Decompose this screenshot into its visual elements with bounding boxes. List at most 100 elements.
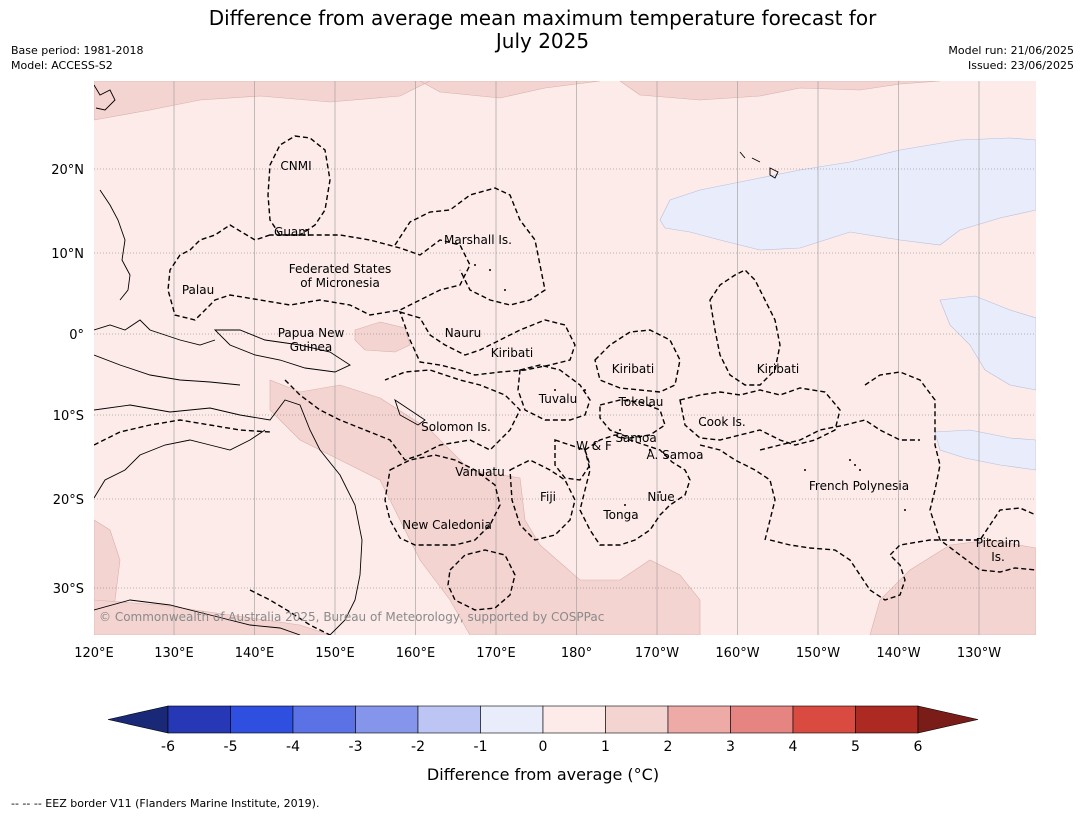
region-label-samoa: Samoa: [615, 431, 656, 445]
colorbar-segment: [667, 705, 731, 734]
colorbar-tick: 3: [726, 739, 735, 755]
colorbar: -6 -5 -4 -3 -2 -1 0 1 2 3 4 5 6: [107, 705, 979, 755]
region-label-french-polynesia: French Polynesia: [809, 479, 909, 493]
colorbar-tick: -1: [474, 739, 488, 755]
region-label-nauru: Nauru: [445, 326, 481, 340]
region-label-cook: Cook Is.: [698, 415, 745, 429]
colorbar-tick: 6: [914, 739, 923, 755]
lon-tick: 150°W: [796, 646, 840, 661]
region-label-palau: Palau: [182, 283, 214, 297]
cool-patch-south-east: [934, 429, 1036, 471]
lat-tick: 30°S: [53, 582, 84, 597]
meta-left: Base period: 1981-2018 Model: ACCESS-S2: [11, 43, 143, 73]
copyright-text: © Commonwealth of Australia 2025, Bureau…: [99, 610, 604, 624]
lon-tick: 120°E: [74, 646, 114, 661]
model-text: Model: ACCESS-S2: [11, 59, 113, 72]
colorbar-tick: -5: [224, 739, 238, 755]
colorbar-segment: [292, 705, 356, 734]
lat-tick: 20°S: [53, 493, 84, 508]
lat-tick: 0°: [69, 328, 84, 343]
lon-tick: 160°W: [715, 646, 759, 661]
coast-indonesia-south: [94, 354, 241, 386]
coast-australia-north: [94, 429, 266, 499]
map-area: [94, 81, 1036, 635]
eez-vanuatu-newcal: [384, 454, 501, 546]
region-label-kiribati-east: Kiribati: [757, 362, 799, 376]
colorbar-segment: [730, 705, 794, 734]
eez-marshall: [394, 187, 546, 306]
coast-solomon: [394, 398, 426, 426]
region-label-niue: Niue: [647, 490, 674, 504]
region-label-tuvalu: Tuvalu: [538, 392, 578, 406]
eez-cook-south: [699, 444, 776, 541]
eez-wallis-futuna: [554, 439, 591, 481]
eez-fiji: [509, 459, 576, 541]
warm-patch-coral-sea: [269, 379, 701, 635]
eez-fsm: [167, 224, 471, 321]
region-label-fiji: Fiji: [540, 490, 556, 504]
warm-patch-south-west: [94, 599, 331, 635]
colorbar-tick: 0: [539, 739, 548, 755]
colorbar-segment: [230, 705, 294, 734]
lon-tick: 130°E: [154, 646, 194, 661]
eez-fp-north: [759, 419, 920, 451]
colorbar-tick: 1: [601, 739, 610, 755]
region-label-tonga: Tonga: [602, 508, 638, 522]
warm-patch-north-east: [619, 81, 941, 101]
eez-borders: [94, 135, 1036, 635]
region-labels: CNMI Guam Marshall Is. Federated States o…: [182, 159, 1020, 564]
cool-patch-north-east: [659, 137, 1036, 251]
colorbar-tick: -6: [161, 739, 175, 755]
coast-philippines: [99, 189, 131, 301]
coast-indonesia-north: [94, 319, 216, 346]
eez-australia-north: [94, 419, 271, 446]
eez-norfolk: [447, 549, 516, 611]
coastlines: [94, 84, 779, 635]
colorbar-extend-low: [107, 705, 169, 734]
region-label-cnmi: CNMI: [280, 159, 311, 173]
eez-cook-north: [679, 387, 841, 446]
colorbar-segment: [167, 705, 231, 734]
colorbar-segment: [542, 705, 606, 734]
region-label-tokelau: Tokelau: [618, 395, 664, 409]
issued-text: Issued: 23/06/2025: [967, 59, 1074, 72]
eez-australia-east: [249, 589, 331, 635]
eez-tuvalu: [517, 364, 591, 421]
region-label-marshall: Marshall Is.: [444, 233, 512, 247]
lon-tick: 160°E: [396, 646, 436, 661]
lat-tick: 10°S: [53, 409, 84, 424]
base-period-text: Base period: 1981-2018: [11, 44, 144, 57]
lon-tick: 130°W: [957, 646, 1001, 661]
colorbar-tick: -3: [349, 739, 363, 755]
region-label-pitcairn: Pitcairn Is.: [976, 536, 1021, 564]
lat-tick: 10°N: [51, 247, 84, 262]
colorbar-label: Difference from average (°C): [427, 765, 659, 784]
eez-cnmi: [267, 135, 331, 236]
region-label-kiribati-west: Kiribati: [491, 346, 533, 360]
lon-tick: 140°E: [235, 646, 275, 661]
eez-french-polynesia-east: [864, 371, 1036, 573]
warm-patch-south-east: [869, 539, 1036, 635]
warm-patch-bismarck: [354, 321, 411, 353]
lon-tick: 170°W: [635, 646, 679, 661]
colorbar-segment: [792, 705, 856, 734]
islands: [474, 264, 991, 541]
colorbar-tick: -4: [286, 739, 300, 755]
eez-fp-south: [769, 507, 1036, 601]
eez-tokelau: [599, 399, 666, 439]
lat-tick-labels: 20°N 10°N 0° 10°S 20°S 30°S: [51, 163, 84, 597]
colorbar-tick: -2: [411, 739, 425, 755]
region-label-fsm: Federated States of Micronesia: [289, 262, 391, 290]
eez-kiribati-central: [594, 329, 681, 393]
lon-tick: 170°E: [476, 646, 516, 661]
region-label-wallis-futuna: W & F: [576, 439, 612, 453]
coast-hawaii: [739, 151, 779, 179]
region-label-new-caledonia: New Caledonia: [402, 518, 492, 532]
coast-new-guinea: [213, 329, 351, 373]
region-label-american-samoa: A. Samoa: [647, 448, 704, 462]
lon-tick-labels: 120°E 130°E 140°E 150°E 160°E 170°E 180°…: [74, 646, 1001, 661]
cool-patch-east: [939, 295, 1036, 391]
warm-patch-west: [94, 519, 121, 621]
eez-kiribati-line: [709, 269, 781, 386]
